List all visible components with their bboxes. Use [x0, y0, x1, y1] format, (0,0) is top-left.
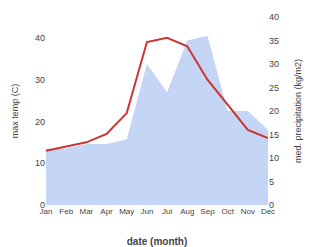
- svg-text:med. precipitation (kg/m2): med. precipitation (kg/m2): [293, 59, 303, 163]
- svg-text:0: 0: [269, 200, 274, 210]
- svg-text:5: 5: [269, 177, 274, 187]
- svg-text:Nov: Nov: [241, 207, 255, 216]
- svg-text:40: 40: [269, 12, 279, 22]
- svg-text:20: 20: [35, 117, 45, 127]
- svg-text:0: 0: [40, 200, 45, 210]
- svg-text:Jul: Jul: [162, 207, 172, 216]
- svg-text:25: 25: [269, 83, 279, 93]
- svg-text:Sep: Sep: [200, 207, 215, 216]
- svg-text:15: 15: [269, 130, 279, 140]
- svg-text:35: 35: [269, 36, 279, 46]
- svg-text:May: May: [119, 207, 134, 216]
- svg-text:Feb: Feb: [59, 207, 73, 216]
- svg-text:10: 10: [35, 158, 45, 168]
- svg-text:Mar: Mar: [79, 207, 93, 216]
- svg-text:Aug: Aug: [180, 207, 194, 216]
- svg-text:Jan: Jan: [40, 207, 53, 216]
- svg-text:40: 40: [35, 33, 45, 43]
- svg-text:Oct: Oct: [221, 207, 234, 216]
- svg-text:Apr: Apr: [100, 207, 113, 216]
- svg-text:Jun: Jun: [140, 207, 153, 216]
- svg-text:max temp (C): max temp (C): [10, 84, 20, 139]
- svg-text:date (month): date (month): [127, 236, 188, 247]
- svg-text:30: 30: [35, 75, 45, 85]
- svg-text:30: 30: [269, 59, 279, 69]
- svg-text:10: 10: [269, 153, 279, 163]
- svg-text:Dec: Dec: [261, 207, 275, 216]
- svg-text:20: 20: [269, 106, 279, 116]
